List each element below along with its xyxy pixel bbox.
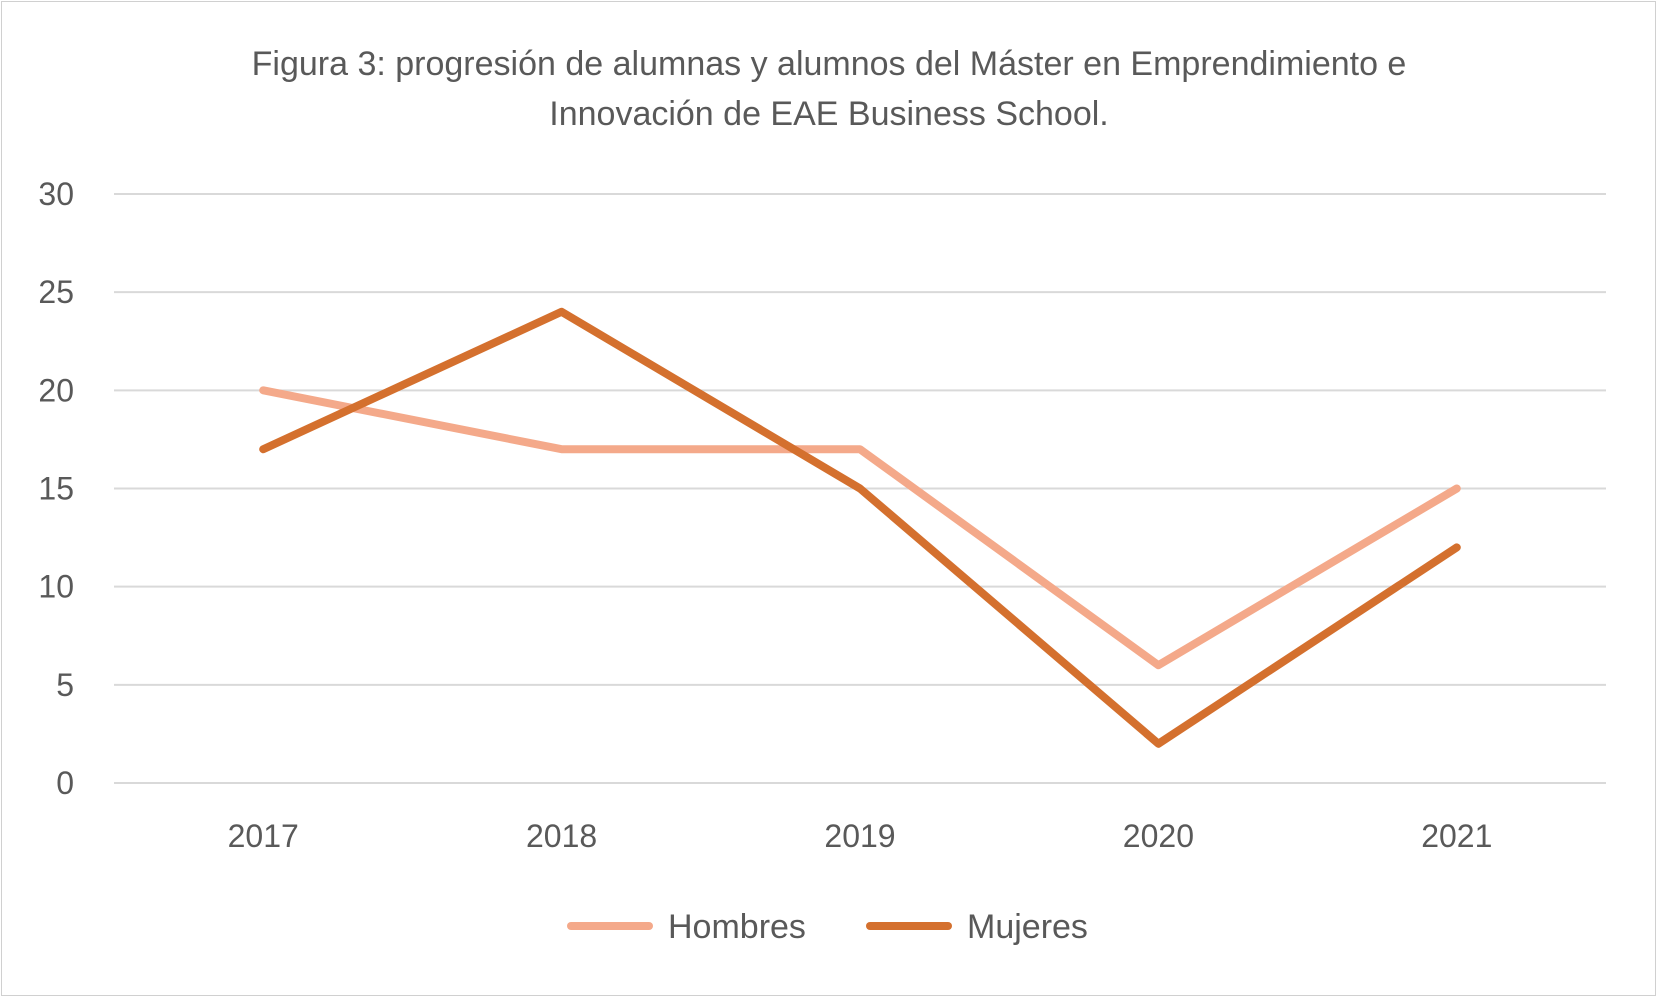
legend-label-hombres: Hombres — [668, 908, 806, 946]
legend-label-mujeres: Mujeres — [967, 908, 1088, 946]
series-line-mujeres — [259, 307, 1461, 748]
y-tick-label: 25 — [38, 274, 74, 310]
y-tick-label: 15 — [38, 471, 74, 507]
x-tick-label: 2017 — [228, 818, 299, 854]
y-tick-label: 5 — [56, 667, 74, 703]
x-tick-label: 2021 — [1421, 818, 1492, 854]
x-tick-label: 2020 — [1123, 818, 1194, 854]
y-tick-label: 10 — [38, 569, 74, 605]
chart-title-line-1: Figura 3: progresión de alumnas y alumno… — [252, 45, 1407, 83]
x-tick-label: 2019 — [824, 818, 895, 854]
y-tick-label: 30 — [38, 176, 74, 212]
chart-title-line-2: Innovación de EAE Business School. — [549, 95, 1108, 133]
series-line-hombres — [259, 386, 1461, 670]
y-tick-label: 0 — [56, 765, 74, 801]
x-tick-label: 2018 — [526, 818, 597, 854]
y-tick-label: 20 — [38, 372, 74, 408]
